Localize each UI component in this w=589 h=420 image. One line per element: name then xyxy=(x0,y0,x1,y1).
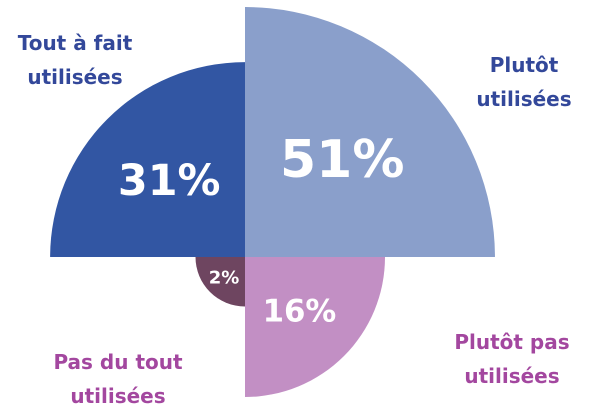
category-label: Tout à fait utilisées xyxy=(17,31,133,89)
sector xyxy=(245,7,495,258)
value-label: 16% xyxy=(263,293,337,329)
category-label: Pas du tout utilisées xyxy=(53,350,183,408)
value-label: 31% xyxy=(118,156,221,206)
value-label: 51% xyxy=(280,130,404,190)
sector xyxy=(245,257,385,397)
category-label: Plutôt utilisées xyxy=(476,53,572,111)
sector xyxy=(195,257,245,307)
sector xyxy=(50,62,245,257)
value-label: 2% xyxy=(209,268,240,289)
category-label: Plutôt pas utilisées xyxy=(454,330,570,388)
